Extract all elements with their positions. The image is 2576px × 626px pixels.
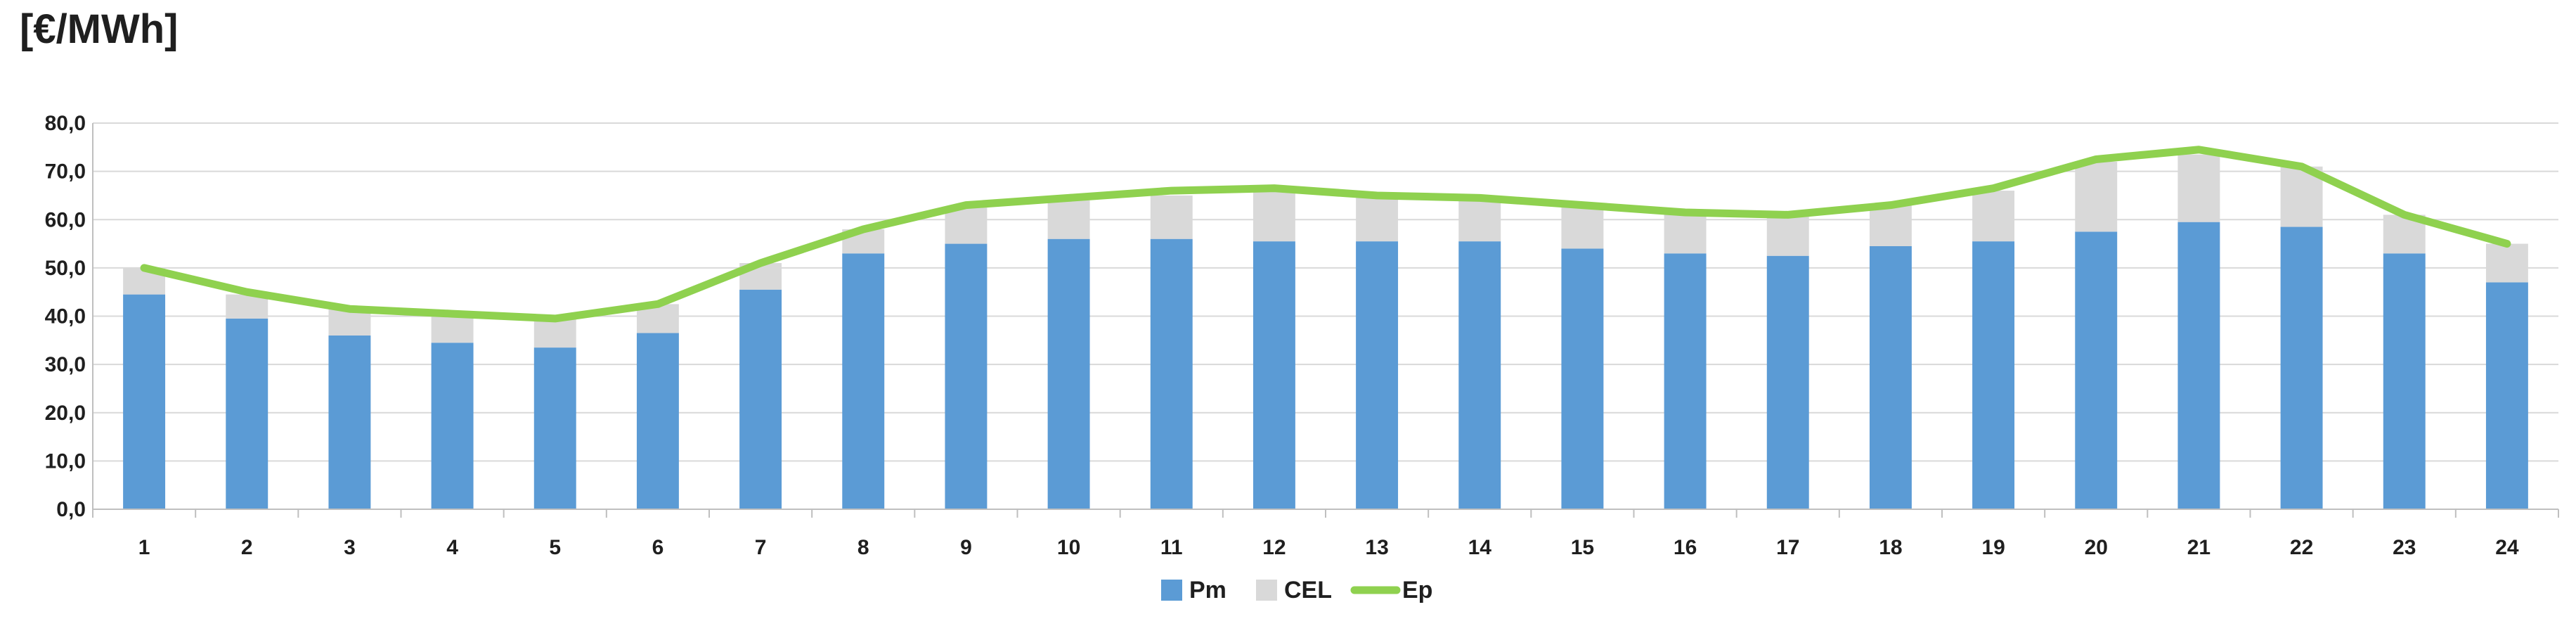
bar-pm xyxy=(1356,241,1399,509)
bar-cel xyxy=(1253,191,1295,242)
bar-pm xyxy=(2177,222,2220,509)
axes: 0,010,020,030,040,050,060,070,080,01 2 3 4 5… xyxy=(45,112,2559,559)
x-tick-label: 11 xyxy=(1160,536,1183,559)
bar-pm xyxy=(1664,253,1707,509)
y-tick-label: 80,0 xyxy=(45,112,86,135)
bar-cel xyxy=(2177,154,2220,222)
bar-cel xyxy=(226,294,268,319)
bar-cel xyxy=(1664,212,1707,254)
bar-cel xyxy=(1869,205,1912,246)
x-tick-label: 10 xyxy=(1057,536,1080,559)
bars xyxy=(123,154,2528,509)
x-tick-label: 1 xyxy=(138,536,150,559)
x-tick-label: 19 xyxy=(1981,536,2005,559)
x-tick-label: 18 xyxy=(1879,536,1902,559)
bar-pm xyxy=(1253,241,1295,509)
x-tick-label: 23 xyxy=(2393,536,2416,559)
ep-line xyxy=(140,146,2511,323)
bar-cel xyxy=(1150,195,1193,239)
y-tick-label: 60,0 xyxy=(45,208,86,231)
bar-cel xyxy=(2075,161,2118,232)
x-tick-label: 7 xyxy=(755,536,767,559)
y-tick-label: 10,0 xyxy=(45,449,86,473)
x-tick-label: 9 xyxy=(960,536,972,559)
bar-pm xyxy=(2280,226,2323,509)
x-tick-label: 22 xyxy=(2290,536,2313,559)
x-tick-label: 17 xyxy=(1776,536,1799,559)
legend-swatch-cel xyxy=(1256,580,1277,601)
y-tick-label: 50,0 xyxy=(45,257,86,280)
bar-cel xyxy=(1766,215,1809,256)
x-tick-label: 16 xyxy=(1674,536,1697,559)
chart-unit-label: [€/MWh] xyxy=(20,6,179,52)
legend-label-ep: Ep xyxy=(1402,577,1432,603)
bar-cel xyxy=(1047,200,1090,239)
x-tick-label: 4 xyxy=(446,536,458,559)
bar-pm xyxy=(1047,238,1090,509)
bar-pm xyxy=(739,289,782,509)
bar-pm xyxy=(431,343,474,509)
bar-pm xyxy=(1458,241,1501,509)
bar-cel xyxy=(533,318,576,348)
x-tick-label: 6 xyxy=(652,536,664,559)
x-tick-label: 13 xyxy=(1365,536,1388,559)
legend-label-pm: Pm xyxy=(1189,577,1226,603)
bar-cel xyxy=(1458,198,1501,242)
bar-pm xyxy=(1972,241,2015,509)
y-tick-label: 40,0 xyxy=(45,305,86,328)
bar-cel xyxy=(1356,198,1399,242)
bar-pm xyxy=(2383,253,2426,509)
y-tick-label: 20,0 xyxy=(45,402,86,425)
bar-cel xyxy=(1972,191,2015,242)
bar-cel xyxy=(1561,205,1604,249)
y-tick-label: 70,0 xyxy=(45,160,86,184)
bar-pm xyxy=(1561,248,1604,509)
x-tick-label: 3 xyxy=(344,536,356,559)
bar-pm xyxy=(123,294,166,509)
line-ep xyxy=(140,146,2511,323)
bar-pm xyxy=(226,318,268,509)
x-tick-label: 5 xyxy=(549,536,561,559)
x-tick-label: 8 xyxy=(857,536,869,559)
x-tick-label: 12 xyxy=(1262,536,1286,559)
bar-cel xyxy=(945,207,988,244)
legend: Pm CEL Ep xyxy=(1161,577,1432,603)
bar-pm xyxy=(945,243,988,509)
bar-pm xyxy=(328,335,371,509)
y-tick-label: 30,0 xyxy=(45,353,86,376)
x-tick-label: 20 xyxy=(2085,536,2108,559)
x-tick-label: 14 xyxy=(1468,536,1492,559)
bar-cel xyxy=(2485,243,2528,283)
x-tick-label: 24 xyxy=(2495,536,2519,559)
bar-pm xyxy=(636,333,679,509)
x-tick-label: 21 xyxy=(2187,536,2211,559)
bar-pm xyxy=(1766,255,1809,509)
bar-pm xyxy=(842,253,885,509)
x-tick-label: 2 xyxy=(241,536,253,559)
bar-cel xyxy=(431,314,474,343)
y-tick-label: 0,0 xyxy=(56,498,86,521)
bar-pm xyxy=(1150,238,1193,509)
x-tick-label: 15 xyxy=(1571,536,1594,559)
bar-pm xyxy=(1869,245,1912,509)
bar-pm xyxy=(2485,282,2528,509)
legend-label-cel: CEL xyxy=(1284,577,1332,603)
bar-pm xyxy=(2075,231,2118,509)
legend-swatch-pm xyxy=(1161,580,1182,601)
bar-pm xyxy=(533,347,576,509)
